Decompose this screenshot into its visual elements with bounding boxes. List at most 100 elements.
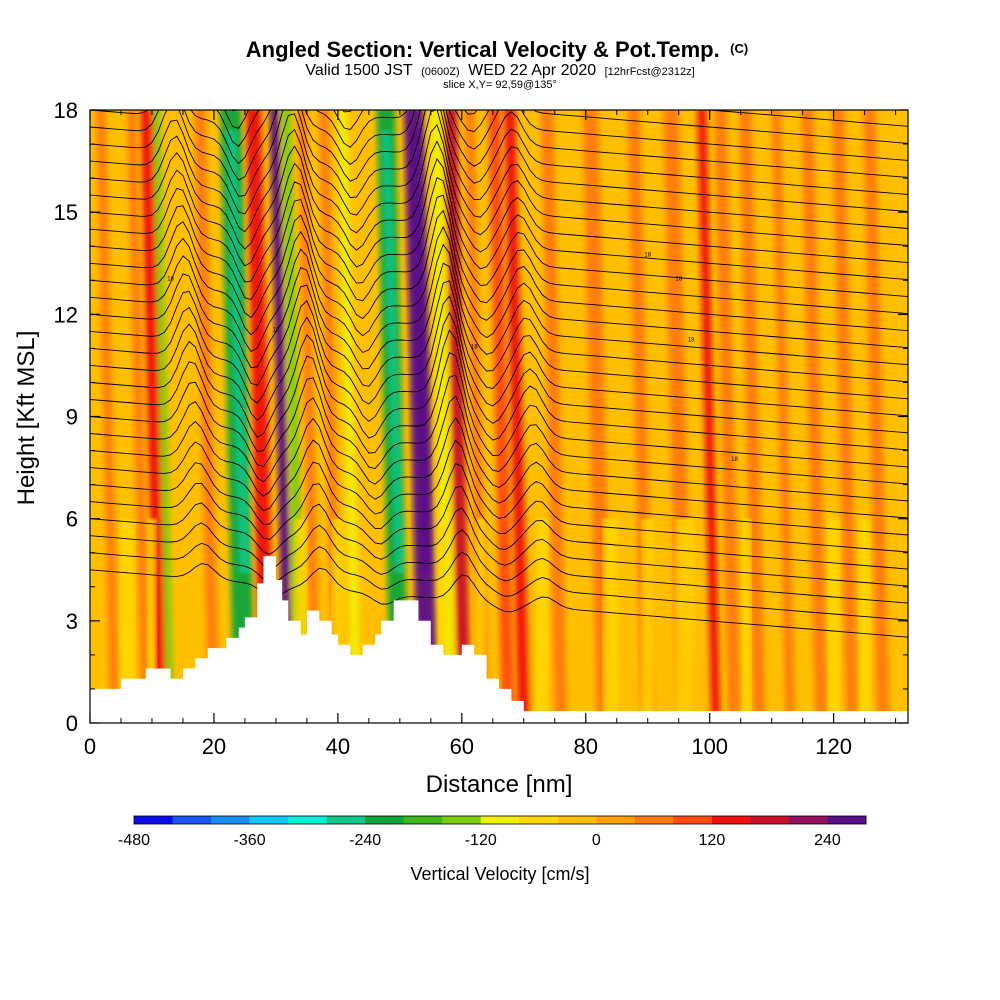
x-tick-label: 120 bbox=[815, 734, 852, 759]
isentrope-line bbox=[90, 311, 908, 434]
colorbar-tick-label: -120 bbox=[465, 832, 497, 849]
velocity-column bbox=[832, 110, 859, 723]
isentrope-line bbox=[90, 439, 908, 536]
title-suffix: (C) bbox=[730, 41, 748, 56]
isentrope-label: 18 bbox=[675, 276, 682, 282]
isentrope-line bbox=[231, 110, 908, 127]
x-tick-label: 40 bbox=[326, 734, 350, 759]
isentrope-line bbox=[216, 110, 908, 161]
colorbar-swatch bbox=[519, 816, 559, 824]
isentrope-label: 18 bbox=[688, 338, 695, 344]
isentrope-label: 18 bbox=[644, 252, 651, 258]
isentrope-label: 18 bbox=[167, 276, 174, 282]
colorbar-tick-label: -480 bbox=[118, 832, 150, 849]
x-tick-label: 0 bbox=[84, 734, 96, 759]
low-level-streak bbox=[147, 518, 157, 723]
colorbar-swatch bbox=[673, 816, 713, 824]
colorbar-tick-label: -240 bbox=[349, 832, 381, 849]
low-level-streak bbox=[641, 518, 654, 723]
colorbar-swatch bbox=[288, 816, 327, 824]
y-tick-label: 3 bbox=[66, 609, 78, 634]
velocity-column bbox=[714, 110, 741, 723]
title-main: Angled Section: Vertical Velocity & Pot.… bbox=[246, 37, 720, 62]
y-tick-label: 9 bbox=[66, 405, 78, 430]
y-axis-label: Height [Kft MSL] bbox=[13, 331, 40, 506]
colorbar-swatch bbox=[750, 816, 790, 824]
colorbar-swatch bbox=[711, 816, 751, 824]
isentrope-line bbox=[90, 110, 908, 178]
velocity-column bbox=[140, 110, 169, 723]
velocity-core bbox=[272, 130, 291, 573]
velocity-column bbox=[863, 110, 890, 723]
isentrope-line bbox=[90, 110, 908, 195]
low-level-streak bbox=[438, 518, 448, 723]
isentrope-line bbox=[90, 351, 908, 468]
velocity-core bbox=[409, 130, 433, 573]
isentrope-line bbox=[90, 225, 908, 349]
isentrope-line bbox=[90, 542, 908, 621]
isentrope-line bbox=[90, 522, 908, 604]
subtitle-date: WED 22 Apr 2020 bbox=[468, 62, 596, 79]
colorbar-swatch bbox=[596, 816, 636, 824]
isentrope-line bbox=[90, 176, 908, 298]
colorbar-swatch bbox=[788, 816, 828, 824]
low-level-streak bbox=[602, 518, 619, 723]
colorbar-swatch bbox=[480, 816, 520, 824]
y-tick-label: 18 bbox=[54, 98, 78, 123]
low-level-streak bbox=[742, 518, 752, 723]
low-level-streak bbox=[475, 518, 486, 723]
colorbar-swatch bbox=[249, 816, 289, 824]
velocity-column bbox=[297, 110, 321, 723]
colorbar-swatch bbox=[365, 816, 404, 824]
colorbar-swatch bbox=[442, 816, 482, 824]
low-level-streak bbox=[858, 518, 871, 723]
velocity-column bbox=[801, 110, 828, 723]
chart-title: Angled Section: Vertical Velocity & Pot.… bbox=[246, 37, 748, 62]
isentrope-line bbox=[90, 461, 908, 553]
subtitle-forecast: [12hrFcst@2312z] bbox=[605, 66, 695, 78]
isentrope-line bbox=[90, 110, 908, 212]
isentrope-line bbox=[90, 563, 908, 638]
isentrope-line bbox=[90, 243, 908, 366]
x-tick-label: 20 bbox=[202, 734, 226, 759]
colorbar-swatch bbox=[326, 816, 366, 824]
colorbar-swatch bbox=[403, 816, 443, 824]
isentrope-label: 18 bbox=[731, 457, 738, 463]
isentrope-line bbox=[90, 262, 908, 383]
colorbar-tick-label: 240 bbox=[814, 832, 841, 849]
velocity-fill bbox=[90, 110, 908, 723]
colorbar-swatch bbox=[172, 816, 212, 824]
y-tick-label: 12 bbox=[54, 302, 78, 327]
colorbar-swatch bbox=[634, 816, 674, 824]
colorbar-tick-label: 120 bbox=[699, 832, 726, 849]
isentrope-label: 18 bbox=[273, 327, 280, 333]
subtitle-time: Valid 1500 JST bbox=[305, 62, 413, 79]
isentrope-line bbox=[90, 416, 908, 519]
colorbar-label: Vertical Velocity [cm/s] bbox=[410, 864, 589, 884]
velocity-column bbox=[771, 110, 795, 723]
isentrope-line bbox=[90, 280, 908, 400]
y-tick-label: 6 bbox=[66, 507, 78, 532]
velocity-column bbox=[152, 110, 175, 723]
low-level-streak bbox=[675, 518, 695, 723]
isentrope-contours: 18 18 18 18 18 18 18 bbox=[90, 110, 908, 638]
isentrope-line bbox=[90, 110, 908, 229]
velocity-core bbox=[381, 130, 405, 573]
colorbar-swatch bbox=[827, 816, 867, 824]
isentrope-line bbox=[90, 295, 908, 417]
plot-area: 18 18 18 18 18 18 18 bbox=[90, 110, 908, 723]
x-tick-label: 80 bbox=[574, 734, 598, 759]
velocity-column bbox=[127, 110, 151, 723]
isentrope-line bbox=[90, 123, 908, 246]
isentrope-label: 18 bbox=[471, 344, 478, 350]
terrain bbox=[90, 556, 908, 723]
colorbar: -480 -360 -240 -120 0 120 240 bbox=[118, 815, 867, 849]
x-axis-label: Distance [nm] bbox=[426, 771, 573, 798]
isentrope-line bbox=[90, 395, 908, 502]
low-level-streak bbox=[119, 518, 135, 723]
colorbar-frame bbox=[133, 815, 867, 825]
velocity-column bbox=[337, 110, 362, 723]
colorbar-swatch bbox=[211, 816, 250, 824]
